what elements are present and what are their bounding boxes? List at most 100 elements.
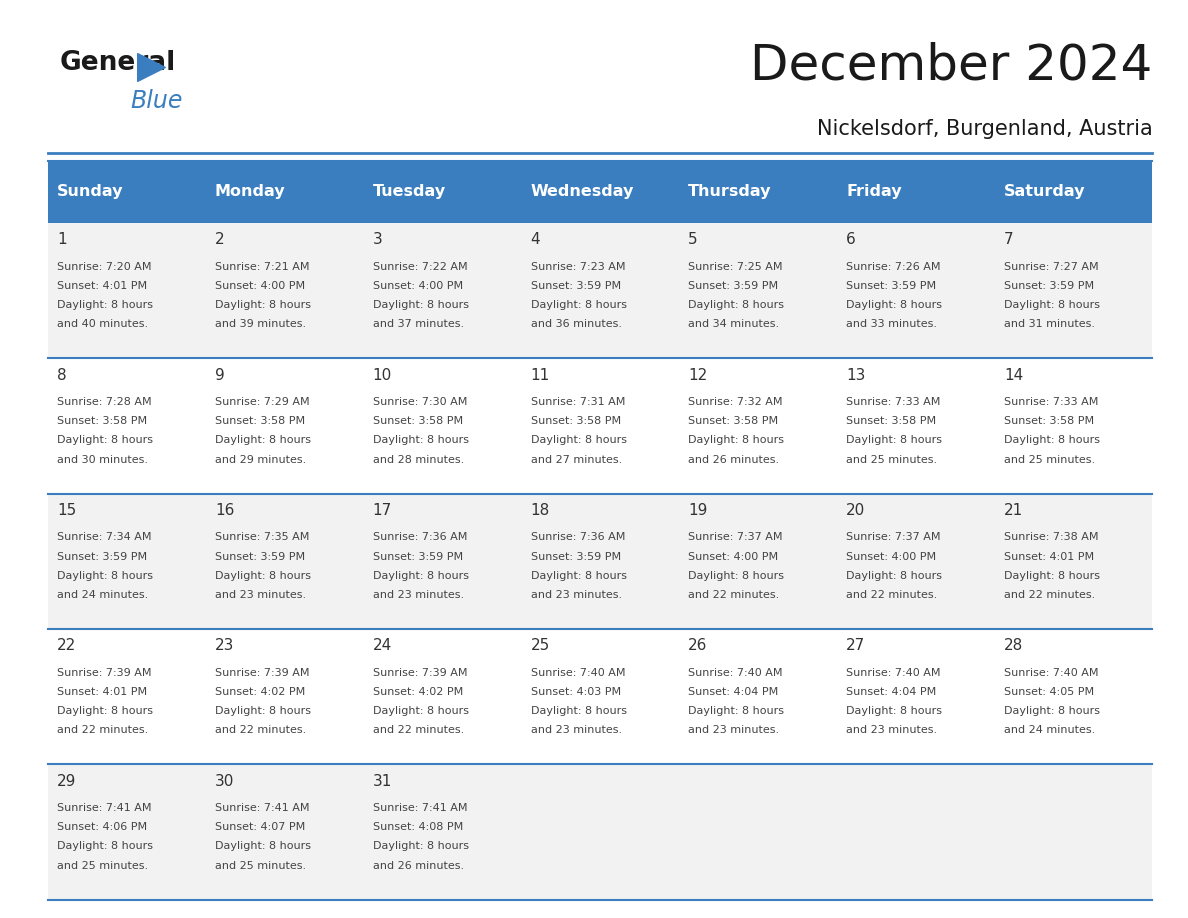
Bar [678, 494, 836, 629]
Text: Sunset: 3:58 PM: Sunset: 3:58 PM [531, 416, 620, 426]
Text: Daylight: 8 hours: Daylight: 8 hours [531, 571, 626, 581]
Text: Sunset: 4:02 PM: Sunset: 4:02 PM [215, 687, 305, 697]
Text: Daylight: 8 hours: Daylight: 8 hours [373, 300, 469, 310]
Text: Sunrise: 7:40 AM: Sunrise: 7:40 AM [1004, 667, 1099, 677]
Bar [522, 223, 678, 358]
Text: Sunset: 3:59 PM: Sunset: 3:59 PM [1004, 281, 1094, 291]
Text: 17: 17 [373, 503, 392, 518]
Text: Daylight: 8 hours: Daylight: 8 hours [846, 706, 942, 716]
Text: and 23 minutes.: and 23 minutes. [531, 725, 621, 735]
Text: and 30 minutes.: and 30 minutes. [57, 454, 148, 465]
Text: Sunrise: 7:31 AM: Sunrise: 7:31 AM [531, 397, 625, 407]
Text: Sunset: 3:59 PM: Sunset: 3:59 PM [846, 281, 936, 291]
Bar [522, 494, 678, 629]
Text: Sunset: 4:04 PM: Sunset: 4:04 PM [688, 687, 778, 697]
Bar [836, 223, 994, 358]
Text: and 39 minutes.: and 39 minutes. [215, 319, 307, 330]
Text: Sunrise: 7:40 AM: Sunrise: 7:40 AM [846, 667, 941, 677]
Text: Daylight: 8 hours: Daylight: 8 hours [215, 571, 311, 581]
Text: Daylight: 8 hours: Daylight: 8 hours [215, 706, 311, 716]
Text: Daylight: 8 hours: Daylight: 8 hours [57, 300, 153, 310]
Text: Sunrise: 7:28 AM: Sunrise: 7:28 AM [57, 397, 152, 407]
Text: Daylight: 8 hours: Daylight: 8 hours [57, 571, 153, 581]
Text: Sunset: 4:00 PM: Sunset: 4:00 PM [215, 281, 305, 291]
Text: Sunday: Sunday [57, 185, 124, 199]
Text: Daylight: 8 hours: Daylight: 8 hours [215, 435, 311, 445]
Text: Daylight: 8 hours: Daylight: 8 hours [531, 435, 626, 445]
Text: and 25 minutes.: and 25 minutes. [215, 861, 307, 870]
Text: Sunrise: 7:39 AM: Sunrise: 7:39 AM [373, 667, 467, 677]
Text: 13: 13 [846, 367, 866, 383]
Text: Sunset: 3:58 PM: Sunset: 3:58 PM [1004, 416, 1094, 426]
Text: Daylight: 8 hours: Daylight: 8 hours [1004, 435, 1100, 445]
Text: Daylight: 8 hours: Daylight: 8 hours [57, 842, 153, 851]
Bar [48, 494, 206, 629]
Text: Daylight: 8 hours: Daylight: 8 hours [215, 300, 311, 310]
Text: Sunset: 3:58 PM: Sunset: 3:58 PM [688, 416, 778, 426]
Text: Sunset: 4:01 PM: Sunset: 4:01 PM [57, 687, 147, 697]
Text: Sunrise: 7:22 AM: Sunrise: 7:22 AM [373, 262, 467, 272]
Bar [836, 358, 994, 494]
Text: Sunrise: 7:27 AM: Sunrise: 7:27 AM [1004, 262, 1099, 272]
Text: and 26 minutes.: and 26 minutes. [373, 861, 463, 870]
Bar [364, 358, 522, 494]
Text: Daylight: 8 hours: Daylight: 8 hours [1004, 300, 1100, 310]
Text: Sunset: 3:58 PM: Sunset: 3:58 PM [215, 416, 305, 426]
Text: Sunrise: 7:41 AM: Sunrise: 7:41 AM [373, 803, 467, 812]
Text: Sunset: 4:02 PM: Sunset: 4:02 PM [373, 687, 463, 697]
Text: and 36 minutes.: and 36 minutes. [531, 319, 621, 330]
Bar [48, 223, 206, 358]
Text: and 33 minutes.: and 33 minutes. [846, 319, 937, 330]
Bar [994, 494, 1152, 629]
Text: Daylight: 8 hours: Daylight: 8 hours [846, 571, 942, 581]
Text: and 28 minutes.: and 28 minutes. [373, 454, 465, 465]
Text: Friday: Friday [846, 185, 902, 199]
Text: Sunset: 3:59 PM: Sunset: 3:59 PM [531, 281, 620, 291]
Text: and 29 minutes.: and 29 minutes. [215, 454, 307, 465]
Text: and 22 minutes.: and 22 minutes. [846, 590, 937, 600]
Bar [522, 161, 678, 223]
Text: and 25 minutes.: and 25 minutes. [57, 861, 148, 870]
Text: and 40 minutes.: and 40 minutes. [57, 319, 148, 330]
Text: Sunrise: 7:36 AM: Sunrise: 7:36 AM [531, 532, 625, 543]
Bar [364, 223, 522, 358]
Text: Daylight: 8 hours: Daylight: 8 hours [688, 571, 784, 581]
Text: and 25 minutes.: and 25 minutes. [846, 454, 937, 465]
Bar [678, 223, 836, 358]
Bar [364, 161, 522, 223]
Text: Thursday: Thursday [688, 185, 772, 199]
Text: Sunset: 4:01 PM: Sunset: 4:01 PM [57, 281, 147, 291]
Text: Sunrise: 7:37 AM: Sunrise: 7:37 AM [688, 532, 783, 543]
Text: Sunset: 4:00 PM: Sunset: 4:00 PM [373, 281, 463, 291]
Text: General: General [59, 50, 176, 76]
Bar [836, 629, 994, 765]
Text: and 22 minutes.: and 22 minutes. [215, 725, 307, 735]
Text: Sunrise: 7:23 AM: Sunrise: 7:23 AM [531, 262, 625, 272]
Text: and 37 minutes.: and 37 minutes. [373, 319, 463, 330]
Text: 15: 15 [57, 503, 76, 518]
Text: Sunrise: 7:33 AM: Sunrise: 7:33 AM [1004, 397, 1099, 407]
Bar [206, 765, 364, 900]
Text: Sunset: 3:59 PM: Sunset: 3:59 PM [57, 552, 147, 562]
Text: Sunrise: 7:20 AM: Sunrise: 7:20 AM [57, 262, 152, 272]
Bar [678, 629, 836, 765]
Text: Monday: Monday [215, 185, 285, 199]
Text: 9: 9 [215, 367, 225, 383]
Text: Daylight: 8 hours: Daylight: 8 hours [688, 706, 784, 716]
Text: 24: 24 [373, 638, 392, 654]
Text: Daylight: 8 hours: Daylight: 8 hours [373, 842, 469, 851]
Text: Wednesday: Wednesday [531, 185, 634, 199]
Text: and 34 minutes.: and 34 minutes. [688, 319, 779, 330]
Text: 23: 23 [215, 638, 234, 654]
Bar [994, 223, 1152, 358]
Text: Sunset: 3:59 PM: Sunset: 3:59 PM [215, 552, 305, 562]
Text: and 26 minutes.: and 26 minutes. [688, 454, 779, 465]
Text: 2: 2 [215, 232, 225, 247]
Text: and 25 minutes.: and 25 minutes. [1004, 454, 1095, 465]
Bar [994, 358, 1152, 494]
Text: Sunset: 4:00 PM: Sunset: 4:00 PM [846, 552, 936, 562]
Text: 12: 12 [688, 367, 708, 383]
Text: 4: 4 [531, 232, 541, 247]
Text: 11: 11 [531, 367, 550, 383]
Text: Sunrise: 7:39 AM: Sunrise: 7:39 AM [57, 667, 152, 677]
